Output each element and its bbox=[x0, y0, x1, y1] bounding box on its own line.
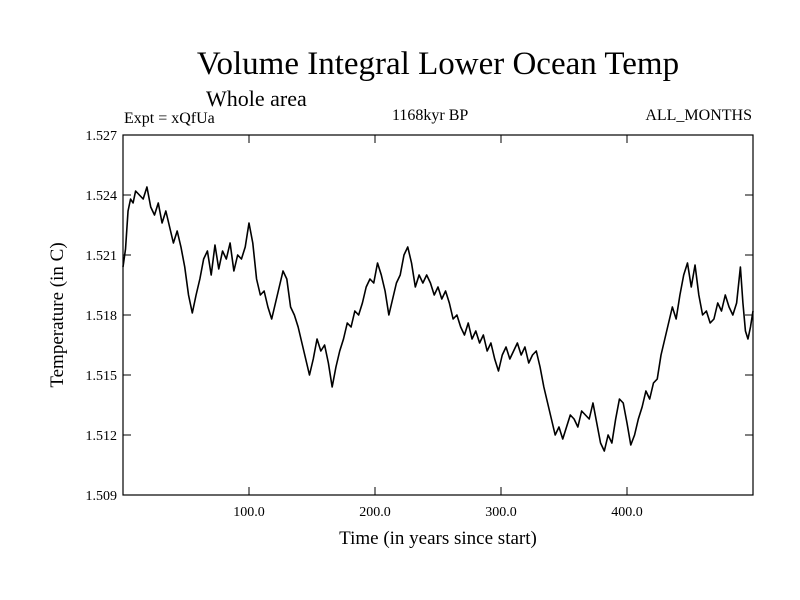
y-axis-label: Temperature (in C) bbox=[47, 242, 68, 387]
months-label: ALL_MONTHS bbox=[645, 107, 752, 124]
y-tick-label: 1.521 bbox=[86, 249, 118, 264]
chart-title: Volume Integral Lower Ocean Temp bbox=[196, 46, 680, 82]
x-tick-label: 200.0 bbox=[359, 505, 391, 520]
y-tick-label: 1.512 bbox=[86, 429, 118, 444]
y-tick-label: 1.509 bbox=[86, 489, 118, 504]
y-tick-label: 1.524 bbox=[86, 189, 118, 204]
series-line bbox=[122, 186, 754, 452]
y-tick-label: 1.527 bbox=[86, 129, 118, 144]
chart-subtitle: Whole area bbox=[206, 86, 307, 111]
plot-frame bbox=[122, 134, 754, 496]
x-tick-label: 400.0 bbox=[611, 505, 643, 520]
period-label: 1168kyr BP bbox=[392, 107, 469, 124]
y-tick-label: 1.515 bbox=[86, 369, 118, 384]
x-tick-label: 100.0 bbox=[233, 505, 265, 520]
x-axis-label: Time (in years since start) bbox=[339, 528, 537, 549]
experiment-label: Expt = xQfUa bbox=[124, 110, 215, 127]
x-tick-label: 300.0 bbox=[485, 505, 517, 520]
y-tick-label: 1.518 bbox=[86, 309, 118, 324]
